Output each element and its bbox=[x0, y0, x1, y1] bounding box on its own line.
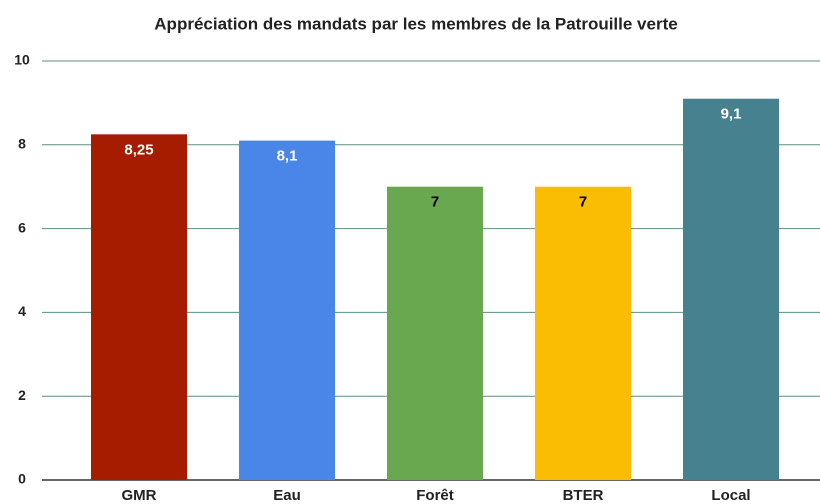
bar bbox=[387, 186, 483, 480]
bar bbox=[91, 134, 187, 480]
y-tick-label: 10 bbox=[14, 52, 30, 68]
y-tick-label: 2 bbox=[18, 387, 26, 403]
x-tick-label: GMR bbox=[122, 487, 157, 504]
x-tick-label: Local bbox=[711, 487, 750, 504]
bar bbox=[239, 140, 335, 481]
chart-title: Appréciation des mandats par les membres… bbox=[154, 14, 677, 33]
y-tick-label: 6 bbox=[18, 219, 26, 235]
x-tick-label: BTER bbox=[563, 487, 604, 504]
bar bbox=[535, 186, 631, 480]
value-label: 8,25 bbox=[124, 141, 153, 158]
y-tick-label: 4 bbox=[18, 303, 26, 319]
value-label: 9,1 bbox=[721, 106, 742, 123]
y-tick-label: 8 bbox=[18, 136, 26, 152]
x-tick-label: Eau bbox=[273, 487, 301, 504]
bar bbox=[683, 98, 779, 481]
y-tick-label: 0 bbox=[18, 471, 26, 487]
x-tick-label: Forêt bbox=[416, 487, 454, 504]
value-label: 7 bbox=[431, 194, 439, 211]
value-label: 7 bbox=[579, 194, 587, 211]
value-label: 8,1 bbox=[277, 148, 298, 165]
